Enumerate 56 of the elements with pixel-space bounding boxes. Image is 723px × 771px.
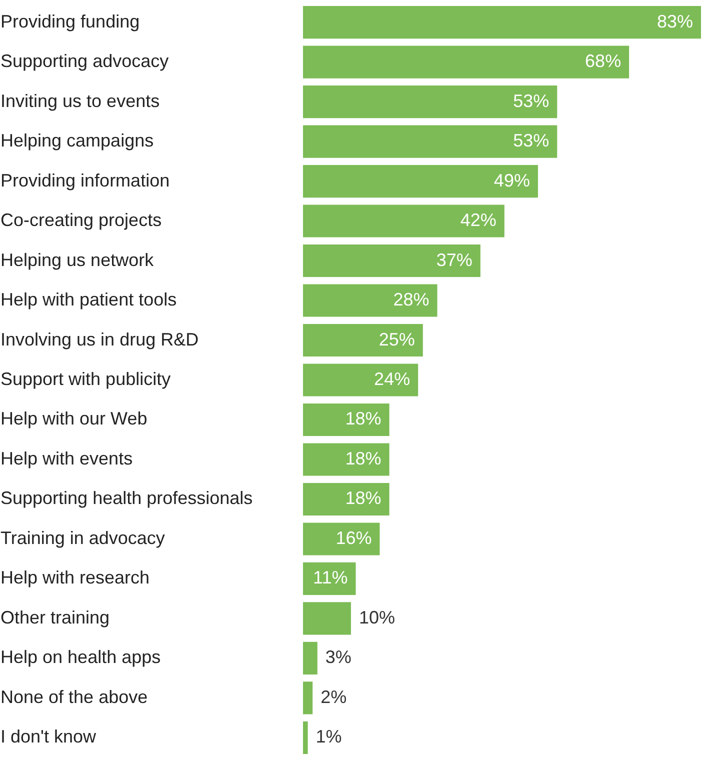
- data-label: 83%: [656, 11, 693, 32]
- data-label: 37%: [436, 250, 472, 270]
- bar: [303, 125, 558, 158]
- bar: [303, 244, 480, 278]
- bar: [303, 284, 438, 317]
- data-label: 1%: [316, 726, 342, 747]
- y-tick-label: Helping campaigns: [0, 130, 154, 151]
- data-label: 3%: [325, 647, 352, 668]
- data-label: 53%: [513, 130, 550, 151]
- bar: [303, 443, 390, 476]
- y-tick-label: Co-creating projects: [0, 210, 162, 230]
- y-tick-label: Help with events: [0, 448, 133, 468]
- data-label: 18%: [345, 408, 382, 429]
- data-label: 16%: [336, 528, 372, 548]
- data-label: 18%: [345, 448, 382, 468]
- data-label: 18%: [345, 488, 382, 508]
- data-label: 25%: [378, 329, 415, 350]
- bar: [303, 324, 423, 357]
- bar: [303, 482, 390, 516]
- data-label: 28%: [393, 290, 430, 310]
- bar: [303, 85, 558, 118]
- bar: [303, 204, 504, 238]
- y-tick-label: Other training: [0, 607, 110, 628]
- y-tick-label: Support with publicity: [0, 369, 171, 389]
- bar: [303, 602, 351, 635]
- data-label: 11%: [313, 568, 348, 588]
- bar: [303, 46, 630, 78]
- y-tick-label: Inviting us to events: [0, 90, 160, 111]
- data-label: 24%: [374, 369, 410, 389]
- y-tick-label: Providing funding: [0, 11, 140, 32]
- y-tick-label: Help with research: [0, 568, 150, 588]
- bar: [303, 721, 308, 754]
- y-tick-label: Training in advocacy: [0, 528, 165, 548]
- bar: [303, 364, 418, 396]
- bar: [303, 682, 313, 714]
- y-tick-label: Helping us network: [0, 250, 155, 270]
- data-label: 49%: [494, 170, 530, 190]
- y-tick-label: I don't know: [0, 726, 97, 747]
- y-tick-label: None of the above: [0, 686, 148, 707]
- data-label: 68%: [585, 51, 622, 72]
- bar: [303, 403, 390, 436]
- y-tick-label: Involving us in drug R&D: [0, 329, 199, 350]
- bar: [303, 522, 380, 556]
- y-tick-label: Supporting advocacy: [0, 51, 169, 72]
- y-tick-label: Help with patient tools: [0, 290, 177, 310]
- bar: [303, 164, 538, 198]
- bar: [303, 642, 318, 675]
- y-tick-label: Supporting health professionals: [0, 488, 253, 508]
- y-tick-label: Help with our Web: [0, 408, 148, 429]
- bar: [303, 6, 701, 39]
- data-label: 10%: [358, 607, 395, 628]
- data-label: 2%: [320, 686, 347, 707]
- data-label: 53%: [513, 90, 550, 111]
- y-tick-label: Providing information: [0, 170, 170, 190]
- y-tick-label: Help on health apps: [0, 647, 161, 668]
- data-label: 42%: [460, 210, 496, 230]
